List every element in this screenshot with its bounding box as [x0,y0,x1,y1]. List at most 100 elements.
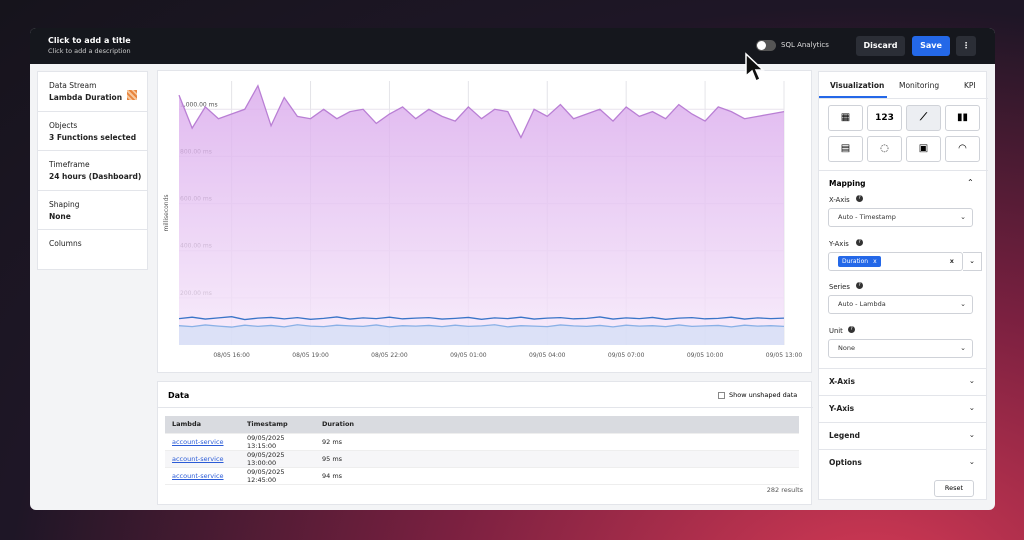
item-label: Data Stream [49,81,97,90]
field-label: Y-Axis [829,239,849,248]
caret: ⌄ [960,213,966,221]
item-value: Lambda Duration [49,93,123,102]
x-tick-label: 09/05 07:00 [608,352,645,359]
column-header: Duration [315,416,799,434]
chart-card: 08/05 16:00 08/05 19:00 08/05 22:00 09/05 0… [157,70,812,373]
chart-type-button[interactable]: ◠ [945,136,980,162]
help-icon: ? [856,282,863,289]
table-row: account-service 09/05/2025 13:15:00 92 ms [165,433,799,451]
table-cell: account-service [165,433,240,451]
item-value: 24 hours (Dashboard) [49,172,142,181]
series-line [178,324,785,328]
table-row: account-service 09/05/2025 13:00:00 95 ms [165,450,799,468]
tab[interactable]: Visualization [830,81,885,90]
dropdown[interactable]: Auto - Lambda ⌄ [828,295,973,314]
chip-text: Duration [842,257,869,265]
data-table: Lambda Timestamp Duration account-service 09… [165,416,799,485]
toggle-label: SQL Analytics [781,41,829,49]
series-line [178,316,785,321]
row-link[interactable]: account-service [172,437,224,446]
collapsible-section[interactable]: X-Axis ⌄ [819,368,987,395]
stream-icon [127,90,137,100]
sidebar-item[interactable]: Objects 3 Functions selected [38,112,148,151]
cursor [745,52,765,83]
y-tick-label: 1,000.00 ms [180,101,218,108]
dropdown[interactable]: None ⌄ [828,338,973,358]
area-fill [179,85,784,345]
y-axis-label: milliseconds [163,194,170,231]
x-tick-label: 08/05 19:00 [292,352,329,359]
x-tick-label: 08/05 22:00 [371,352,408,359]
collapsible-section[interactable]: Legend ⌄ [819,422,987,449]
result-count: 282 results [766,486,803,494]
chart-type-button[interactable]: ▤ [828,136,863,162]
sidebar-item[interactable]: Columns [38,230,148,270]
table-cell: 92 ms [315,433,799,451]
help-icon: ? [856,238,863,246]
data-card: Data Show unshaped data Lambda Timestamp D… [157,381,813,505]
help-icon: ? [848,325,855,333]
caret: ⌄ [960,300,966,308]
tab[interactable]: Monitoring [899,81,940,90]
caret: ⌄ [960,343,966,352]
collapsible-section[interactable]: Options ⌄ [819,449,987,476]
sidebar-item[interactable]: Timeframe 24 hours (Dashboard) [38,151,148,191]
checkbox[interactable] [718,392,725,399]
row-link[interactable]: account-service [172,471,224,480]
dropdown[interactable]: Auto - Timestamp ⌄ [828,208,973,227]
chip-remove[interactable]: x [873,257,877,265]
tab-border [819,98,988,99]
description[interactable]: Click to add a description [48,47,131,55]
item-value: None [49,211,71,221]
mapping-title: Mapping [829,179,866,188]
chevron: ⌄ [968,403,975,412]
chart-type-button[interactable]: ▣ [906,136,941,162]
section-border [819,170,988,171]
app-window: Click to add a title Click to add a desc… [30,28,995,510]
table-cell: 95 ms [315,450,799,468]
chart-type-button[interactable]: 123 [867,105,902,131]
header-row: Lambda Timestamp Duration [165,416,799,434]
clear-button[interactable]: x [949,256,954,265]
sidebar-item[interactable]: Shaping None [38,191,148,230]
item-label: Columns [49,239,82,248]
series-line [178,84,785,140]
chart-type-button[interactable]: ⟋ [906,105,941,131]
field-label: Unit [829,326,843,335]
sidebar: Data Stream Lambda Duration Objects 3 Funct… [37,71,148,270]
sidebar-item[interactable]: Data Stream Lambda Duration [38,72,148,112]
help-icon: ? [856,195,863,202]
tab[interactable]: KPI [964,81,976,90]
field-label: Series [829,283,850,291]
toggle[interactable] [756,40,776,51]
row-link[interactable]: account-service [172,454,224,463]
x-tick-label: 09/05 10:00 [687,352,724,359]
multi-select: Duration x x [828,251,963,271]
chip: Duration x [838,255,881,267]
save-button[interactable]: Save [912,36,950,56]
collapsible-section[interactable]: Y-Axis ⌄ [819,395,987,422]
discard-button[interactable]: Discard [856,36,905,56]
table-cell: 09/05/2025 13:00:00 [240,450,315,468]
field-label: X-Axis [829,196,850,204]
item-label: Objects [49,120,78,130]
tab-underline [819,96,887,98]
menu-button[interactable]: ⋮ [956,36,976,56]
chevron: ⌄ [968,457,975,466]
table-cell: account-service [165,450,240,468]
x-tick-label: 09/05 01:00 [450,352,487,359]
area-fill [179,324,784,345]
data-title: Data [168,391,190,400]
chart-type-button[interactable]: ◌ [867,136,902,162]
top-bar: Click to add a title Click to add a desc… [30,28,995,64]
reset-button[interactable]: Reset [934,480,974,497]
title[interactable]: Click to add a title [48,36,131,45]
table-cell: account-service [165,467,240,485]
table-cell: 09/05/2025 12:45:00 [240,467,315,485]
x-tick-label: 09/05 13:00 [766,352,803,359]
chart-type-button[interactable]: ▮▮ [945,105,980,131]
chevron[interactable]: ⌃ [967,178,974,187]
table-row: account-service 09/05/2025 12:45:00 94 ms [165,467,799,485]
dropdown-toggle[interactable]: ⌄ [963,251,982,271]
chart-type-button[interactable]: ▦ [828,105,863,131]
